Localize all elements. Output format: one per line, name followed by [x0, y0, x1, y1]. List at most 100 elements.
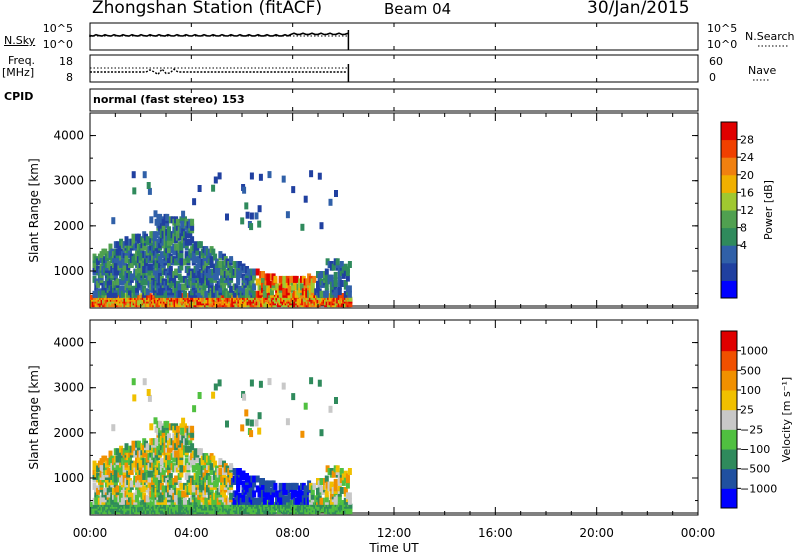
y-tick-label: 2000 — [53, 426, 84, 440]
scatter-cell — [258, 173, 263, 181]
scatter-cell — [108, 278, 113, 286]
scatter-cell — [317, 172, 322, 180]
scatter-cell — [108, 243, 113, 251]
scatter-cell — [204, 261, 209, 268]
scatter-cell — [343, 487, 348, 494]
scatter-cell — [165, 420, 170, 428]
scatter-cell — [209, 468, 214, 475]
scatter-cell — [184, 238, 189, 246]
scatter-cell — [260, 293, 265, 299]
date-label: 30/Jan/2015 — [587, 0, 690, 18]
scatter-cell — [225, 420, 229, 428]
scatter-cell — [229, 256, 234, 264]
scatter-cell — [184, 251, 189, 259]
scatter-cell — [343, 263, 348, 271]
scatter-cell — [147, 475, 152, 483]
scatter-cell — [209, 256, 214, 264]
scatter-cell — [172, 455, 177, 463]
scatter-cell — [113, 473, 118, 480]
beam-label: Beam 04 — [384, 0, 452, 18]
scatter-cell — [273, 482, 278, 490]
colorbar-tick-label: −100 — [740, 443, 770, 456]
scatter-cell — [115, 485, 120, 493]
scatter-cell — [240, 217, 245, 225]
scatter-cell — [159, 458, 164, 466]
scatter-cell — [300, 430, 305, 438]
scatter-cell — [269, 288, 274, 296]
scatter-cell — [335, 465, 340, 473]
scatter-cell — [177, 490, 182, 498]
scatter-cell — [124, 443, 129, 451]
scatter-cell — [142, 450, 147, 458]
scatter-cell — [237, 261, 242, 268]
scatter-cell — [252, 475, 257, 483]
scatter-cell — [258, 380, 263, 388]
scatter-cell — [174, 268, 179, 276]
scatter-cell — [252, 290, 257, 298]
scatter-cell — [131, 440, 136, 448]
scatter-cell — [291, 283, 296, 291]
scatter-cell — [174, 492, 179, 500]
scatter-cell — [137, 300, 142, 306]
scatter-cell — [147, 394, 152, 402]
scatter-cell — [190, 425, 195, 433]
scatter-cell — [136, 233, 141, 241]
scatter-cell — [147, 268, 152, 276]
scatter-cell — [188, 438, 193, 446]
scatter-cell — [273, 275, 278, 283]
scatter-cell — [175, 425, 180, 433]
scatter-cell — [190, 218, 195, 226]
scatter-cell — [278, 482, 283, 490]
scatter-cell — [319, 478, 324, 485]
colorbar-tick-label: 28 — [740, 134, 754, 147]
scatter-cell — [312, 275, 317, 283]
scatter-cell — [154, 231, 159, 239]
scatter-cell — [108, 450, 113, 458]
scatter-cell — [211, 248, 216, 256]
colorbar-swatch — [721, 122, 737, 141]
nsky-tick-right-bottom: 10^0 — [707, 38, 737, 51]
scatter-cell — [197, 468, 202, 475]
scatter-cell — [294, 275, 299, 283]
scatter-cell — [167, 468, 171, 475]
scatter-cell — [192, 198, 197, 206]
scatter-cell — [347, 497, 352, 505]
scatter-cell — [316, 280, 320, 288]
scatter-cell — [111, 424, 116, 432]
scatter-cell — [261, 482, 265, 490]
scatter-cell — [343, 470, 348, 478]
y-axis-label: Slant Range [km] — [27, 365, 41, 469]
scatter-cell — [303, 195, 308, 203]
scatter-cell — [214, 480, 219, 488]
scatter-cell — [131, 238, 136, 246]
colorbar-swatch — [721, 174, 737, 193]
scatter-cell — [204, 468, 209, 475]
scatter-cell — [252, 480, 257, 488]
scatter-cell — [179, 241, 184, 249]
colorbar-tick-label: −25 — [740, 423, 763, 436]
scatter-cell — [347, 261, 352, 268]
scatter-cell — [181, 226, 186, 234]
scatter-cell — [319, 222, 324, 230]
scatter-cell — [111, 217, 116, 225]
scatter-cell — [257, 412, 262, 420]
colorbar-swatch — [721, 245, 737, 264]
nsky-tick-left-bottom: 10^0 — [43, 38, 73, 51]
scatter-cell — [278, 497, 283, 505]
scatter-cell — [237, 271, 242, 278]
scatter-cell — [179, 470, 184, 478]
scatter-cell — [327, 274, 332, 282]
scatter-cell — [197, 261, 202, 268]
scatter-cell — [120, 290, 125, 298]
scatter-cell — [180, 427, 185, 435]
scatter-cell — [225, 213, 229, 221]
scatter-cell — [195, 248, 200, 256]
scatter-cell — [170, 487, 175, 495]
panel-power-cells — [90, 170, 353, 308]
nsearch-label: N.Search — [745, 30, 795, 43]
scatter-cell — [149, 216, 154, 224]
colorbars: 28 24 20 16 12 8 4 Power [dB] 1000 500 100 25 −25 −10… — [720, 121, 793, 509]
scatter-cell — [348, 503, 353, 509]
scatter-cell — [186, 463, 191, 471]
